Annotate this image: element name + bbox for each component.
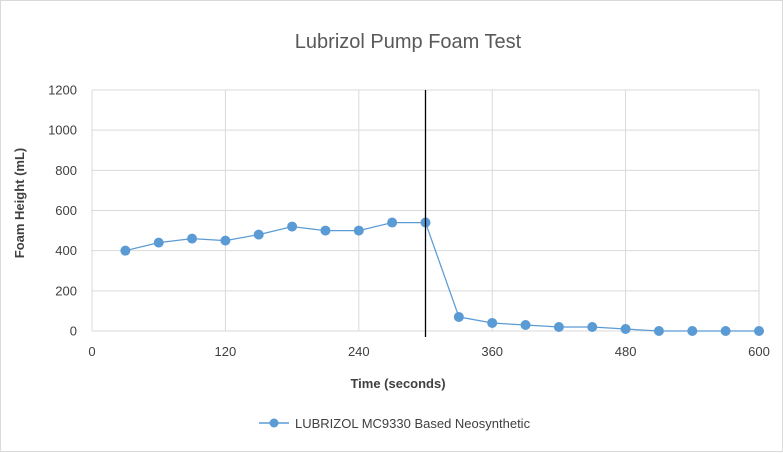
data-point <box>253 229 264 240</box>
data-point <box>187 233 198 244</box>
x-tick-label: 0 <box>88 344 95 359</box>
x-tick-label: 480 <box>615 344 637 359</box>
x-tick-labels: 0 120 240 360 480 600 <box>88 344 769 359</box>
x-tick-label: 120 <box>215 344 237 359</box>
series-line <box>125 221 759 332</box>
data-point <box>653 326 664 336</box>
legend: LUBRIZOL MC9330 Based Neosynthetic <box>259 416 531 431</box>
data-point <box>353 225 364 236</box>
series-layer <box>120 217 764 336</box>
y-tick-label: 600 <box>55 203 77 218</box>
y-tick-label: 0 <box>70 324 77 339</box>
data-point <box>453 311 464 322</box>
data-point <box>620 323 631 334</box>
data-point <box>720 326 731 336</box>
x-tick-label: 360 <box>481 344 503 359</box>
data-point <box>387 217 398 228</box>
data-point <box>754 326 764 336</box>
y-tick-label: 1200 <box>48 83 77 98</box>
x-axis-title: Time (seconds) <box>350 376 445 391</box>
chart-title: Lubrizol Pump Foam Test <box>295 31 522 53</box>
x-tick-label: 240 <box>348 344 370 359</box>
y-tick-label: 1000 <box>48 123 77 138</box>
data-point <box>520 319 531 330</box>
data-point <box>587 321 598 332</box>
legend-entry-label: LUBRIZOL MC9330 Based Neosynthetic <box>295 416 531 431</box>
x-tick-label: 600 <box>748 344 770 359</box>
data-point <box>487 317 498 328</box>
data-point <box>553 321 564 332</box>
legend-marker-swatch <box>269 418 279 428</box>
data-point <box>153 237 164 248</box>
data-point <box>687 326 698 336</box>
y-axis-title: Foam Height (mL) <box>12 148 27 259</box>
y-tick-label: 400 <box>55 243 77 258</box>
data-point <box>120 245 131 256</box>
y-tick-label: 200 <box>55 283 77 298</box>
y-tick-labels: 0 200 400 600 800 1000 1200 <box>48 83 77 339</box>
data-point <box>287 221 298 232</box>
y-tick-label: 800 <box>55 163 77 178</box>
data-point <box>220 235 231 246</box>
data-point <box>320 225 331 236</box>
